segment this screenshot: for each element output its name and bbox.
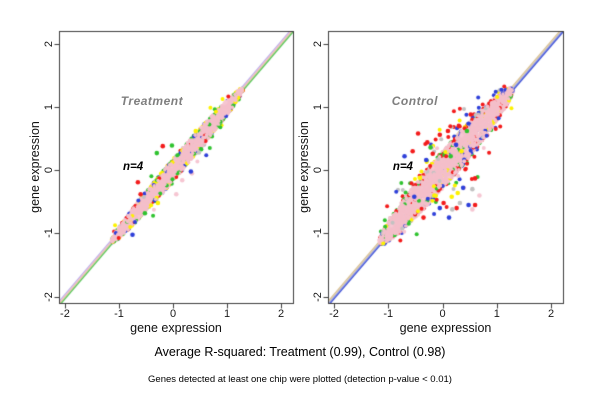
x-axis-label-control: gene expression xyxy=(399,321,492,335)
y-tick-label: 1 xyxy=(312,103,324,110)
x-axis-label-treatment: gene expression xyxy=(130,321,222,335)
y-axis-label-treatment: gene expression xyxy=(28,121,42,213)
x-tick-label: 0 xyxy=(439,308,446,320)
y-tick-label: 0 xyxy=(312,167,324,174)
x-tick-label: -1 xyxy=(114,308,124,320)
y-tick-label: 2 xyxy=(312,40,324,47)
x-tick-label: -2 xyxy=(60,308,70,320)
y-tick-label: -1 xyxy=(43,228,55,239)
y-tick-label: -1 xyxy=(312,228,324,239)
caption-r-squared: Average R-squared: Treatment (0.99), Con… xyxy=(154,345,446,359)
x-tick-label: 2 xyxy=(278,308,285,320)
y-axis-label-control: gene expression xyxy=(297,121,311,213)
y-tick-label: 2 xyxy=(43,40,55,47)
x-tick-label: 1 xyxy=(224,308,231,320)
y-tick-label: -2 xyxy=(43,291,55,302)
caption-note: Genes detected at least one chip were pl… xyxy=(148,374,452,385)
x-tick-label: 2 xyxy=(547,308,555,320)
n-label-treatment: n=4 xyxy=(122,161,144,173)
panel-title-control: Control xyxy=(391,94,438,109)
x-tick-label: 0 xyxy=(169,308,177,320)
y-tick-label: 1 xyxy=(43,103,55,110)
y-tick-label: 0 xyxy=(43,167,55,174)
x-tick-label: -1 xyxy=(383,308,394,320)
y-tick-label: -2 xyxy=(312,291,324,302)
panel-title-treatment: Treatment xyxy=(120,94,184,109)
x-tick-label: 1 xyxy=(493,308,500,320)
n-label-control: n=4 xyxy=(392,161,413,173)
x-tick-label: -2 xyxy=(329,308,339,320)
